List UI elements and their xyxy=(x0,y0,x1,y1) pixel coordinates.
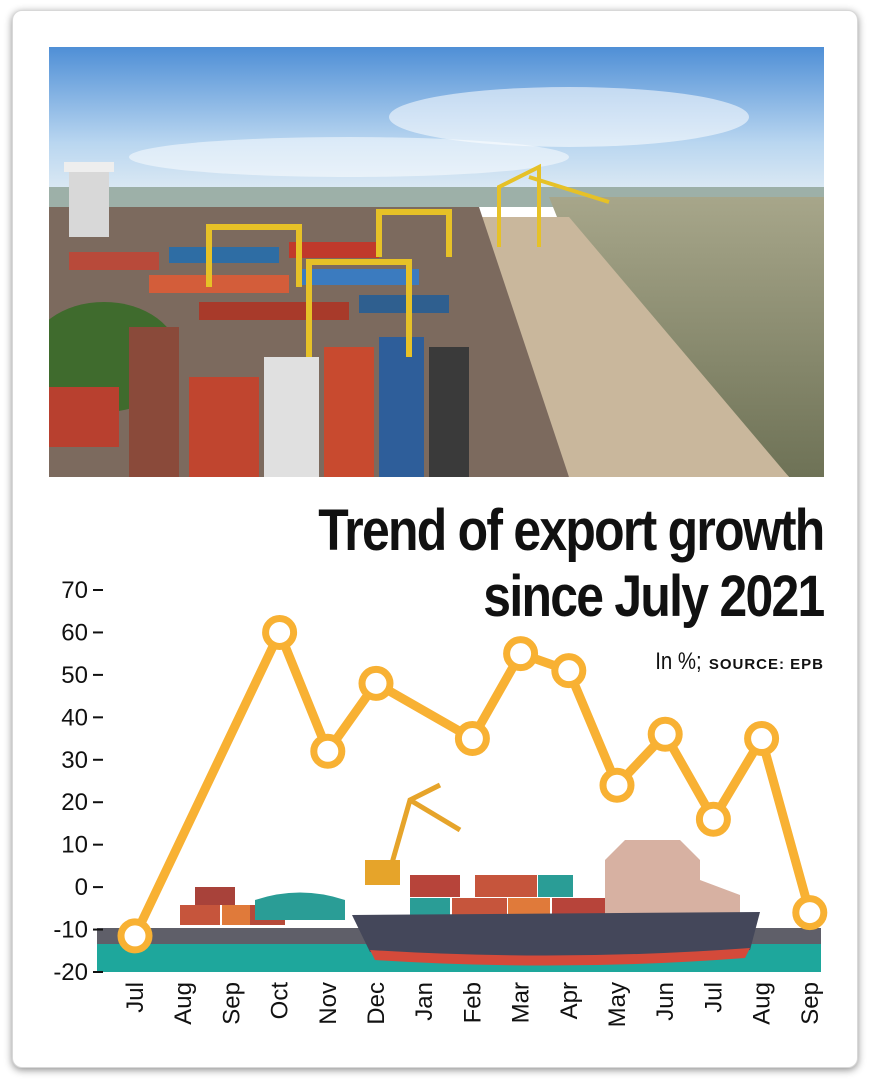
x-tick-label: Feb xyxy=(459,982,486,1023)
chart-title-line2: since July 2021 xyxy=(483,564,826,629)
data-point xyxy=(262,614,298,650)
data-point xyxy=(599,767,635,803)
x-tick-label: Mar xyxy=(508,982,535,1023)
data-point xyxy=(695,801,731,837)
data-point xyxy=(310,733,346,769)
data-point xyxy=(454,721,490,757)
harbour-illustration xyxy=(97,782,821,972)
x-tick-label: Jul xyxy=(122,982,149,1013)
y-tick-label: -10 xyxy=(53,917,88,944)
data-point xyxy=(117,918,153,954)
data-point xyxy=(647,716,683,752)
y-tick-label: 60 xyxy=(61,619,88,646)
data-point xyxy=(358,665,394,701)
units-source: In %; SOURCE: EPB xyxy=(647,648,824,676)
x-tick-label: Sep xyxy=(218,982,245,1025)
x-tick-label: Apr xyxy=(556,982,583,1019)
x-tick-label: Jan xyxy=(411,982,438,1021)
y-tick-label: 50 xyxy=(61,662,88,689)
source-label: SOURCE: EPB xyxy=(708,656,824,673)
x-tick-label: Sep xyxy=(797,982,824,1025)
x-tick-label: Jun xyxy=(652,982,679,1021)
port-photo-image xyxy=(49,47,824,477)
data-point xyxy=(551,653,587,689)
y-tick-label: 30 xyxy=(61,747,88,774)
x-tick-label: May xyxy=(604,982,631,1027)
data-point xyxy=(503,636,539,672)
y-axis: 70 60 50 40 30 20 10 0 -10 -20 xyxy=(53,577,103,986)
x-tick-label: Oct xyxy=(267,982,294,1020)
y-tick-label: 70 xyxy=(61,577,88,604)
x-tick-label: Aug xyxy=(749,982,776,1025)
y-tick-label: 20 xyxy=(61,789,88,816)
chart-title: Trend of export growth since July 2021 xyxy=(236,498,826,629)
y-tick-label: 40 xyxy=(61,704,88,731)
x-tick-label: Jul xyxy=(700,982,727,1013)
series-export-growth xyxy=(117,614,828,954)
x-tick-label: Aug xyxy=(170,982,197,1025)
chart-title-line1: Trend of export growth xyxy=(318,498,826,563)
x-axis: Jul Aug Sep Oct Nov Dec Jan Feb Mar Apr May Jun Jul A… xyxy=(122,982,824,1028)
data-point xyxy=(792,895,828,931)
y-tick-label: -20 xyxy=(53,959,88,986)
data-point xyxy=(744,721,780,757)
port-photo xyxy=(49,47,824,477)
units-label: In %; xyxy=(655,648,703,675)
x-tick-label: Dec xyxy=(363,982,390,1025)
y-tick-label: 10 xyxy=(61,832,88,859)
y-tick-label: 0 xyxy=(75,874,88,901)
x-tick-label: Nov xyxy=(315,982,342,1025)
